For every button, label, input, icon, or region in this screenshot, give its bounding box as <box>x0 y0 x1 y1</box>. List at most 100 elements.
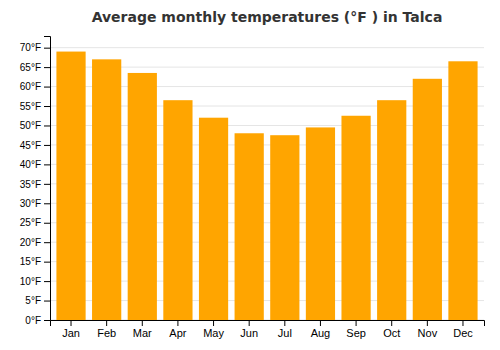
bar <box>199 118 228 320</box>
x-tick: Oct <box>383 320 400 339</box>
y-tick-mark <box>44 48 50 49</box>
x-tick-mark <box>106 320 107 326</box>
x-tick: Feb <box>97 320 116 339</box>
y-tick-mark <box>44 262 50 263</box>
x-tick: Sep <box>346 320 366 339</box>
x-tick-label: Jun <box>240 327 258 339</box>
x-tick: Apr <box>169 320 186 339</box>
bar <box>341 116 370 320</box>
y-tick-label: 60°F <box>20 81 41 92</box>
x-tick-mark <box>284 320 285 326</box>
y-tick-mark <box>44 106 50 107</box>
bar <box>56 52 85 320</box>
y-tick-mark <box>44 125 50 126</box>
y-tick-label: 45°F <box>20 140 41 151</box>
x-tick-mark <box>142 320 143 326</box>
y-tick-mark <box>44 145 50 146</box>
y-tick-label: 65°F <box>20 62 41 73</box>
x-tick-mark <box>427 320 428 326</box>
grid-line <box>50 47 484 48</box>
bars <box>56 52 477 320</box>
y-tick-mark <box>44 320 50 321</box>
bar <box>235 133 264 320</box>
x-tick: May <box>203 320 224 339</box>
y-tick: 50°F <box>20 120 50 131</box>
y-tick-label: 5°F <box>25 295 41 306</box>
y-tick-label: 40°F <box>20 159 41 170</box>
y-tick-label: 30°F <box>20 198 41 209</box>
x-tick-mark <box>71 320 72 326</box>
y-tick-label: 35°F <box>20 179 41 190</box>
bar <box>448 61 477 320</box>
x-tick-label: Sep <box>346 327 366 339</box>
y-tick: 20°F <box>20 237 50 248</box>
y-axis-line <box>44 37 51 321</box>
title: Average monthly temperatures (°F ) in Ta… <box>92 9 443 25</box>
x-tick: Jun <box>240 320 258 339</box>
y-tick: 55°F <box>20 101 50 112</box>
x-tick-label: Nov <box>418 327 438 339</box>
y-tick-label: 10°F <box>20 276 41 287</box>
y-tick-mark <box>44 301 50 302</box>
x-axis-line <box>51 321 485 327</box>
y-tick-label: 70°F <box>20 42 41 53</box>
y-tick-label: 20°F <box>20 237 41 248</box>
x-tick: Aug <box>311 320 331 339</box>
x-tick: Jan <box>62 320 80 339</box>
y-tick: 15°F <box>20 256 50 267</box>
y-tick-mark <box>44 67 50 68</box>
x-tick-label: Mar <box>133 327 152 339</box>
x-axis: Jan Feb Mar Apr May Jun Jul Aug Sep Oct Nov Dec <box>51 320 485 339</box>
x-tick-mark <box>356 320 357 326</box>
y-tick-mark <box>44 281 50 282</box>
y-tick-mark <box>44 203 50 204</box>
bar <box>306 127 335 320</box>
x-tick-label: Oct <box>383 327 400 339</box>
x-tick-label: Apr <box>169 327 186 339</box>
y-tick-mark <box>44 184 50 185</box>
bar <box>163 100 192 320</box>
y-tick-label: 15°F <box>20 256 41 267</box>
x-tick: Nov <box>418 320 438 339</box>
y-tick: 45°F <box>20 140 50 151</box>
grid <box>50 48 484 320</box>
y-tick: 60°F <box>20 81 50 92</box>
y-tick-mark <box>44 164 50 165</box>
y-tick: 40°F <box>20 159 50 170</box>
y-tick: 65°F <box>20 62 50 73</box>
x-tick-mark <box>249 320 250 326</box>
y-tick: 30°F <box>20 198 50 209</box>
y-axis: 0°F 5°F 10°F 15°F 20°F 25°F 30°F 35°F 40°F 45°F 50… <box>20 37 51 326</box>
x-tick-mark <box>177 320 178 326</box>
bar <box>377 100 406 320</box>
x-tick-label: Jan <box>62 327 80 339</box>
x-tick-mark <box>320 320 321 326</box>
y-tick: 5°F <box>25 295 50 306</box>
x-tick: Dec <box>453 320 473 339</box>
y-tick: 70°F <box>20 42 50 53</box>
bar <box>128 73 157 320</box>
plot: Jan Feb Mar Apr May Jun Jul Aug Sep Oct Nov Dec 0°F 5… <box>20 37 485 339</box>
y-tick-mark <box>44 87 50 88</box>
bar <box>413 79 442 320</box>
y-tick-mark <box>44 223 50 224</box>
x-tick: Mar <box>133 320 152 339</box>
y-tick: 0°F <box>25 315 50 326</box>
y-tick-label: 0°F <box>25 315 41 326</box>
x-tick-label: Dec <box>453 327 473 339</box>
y-tick-mark <box>44 242 50 243</box>
bar <box>92 59 121 320</box>
y-tick: 10°F <box>20 276 50 287</box>
y-tick-label: 50°F <box>20 120 41 131</box>
y-tick-label: 55°F <box>20 101 41 112</box>
x-tick-mark <box>213 320 214 326</box>
x-tick: Jul <box>278 320 292 339</box>
y-tick: 35°F <box>20 179 50 190</box>
y-tick-label: 25°F <box>20 217 41 228</box>
x-tick-label: Jul <box>278 327 292 339</box>
x-tick-label: Feb <box>97 327 116 339</box>
x-tick-mark <box>462 320 463 326</box>
x-tick-mark <box>391 320 392 326</box>
x-tick-label: May <box>203 327 224 339</box>
y-tick: 25°F <box>20 217 50 228</box>
